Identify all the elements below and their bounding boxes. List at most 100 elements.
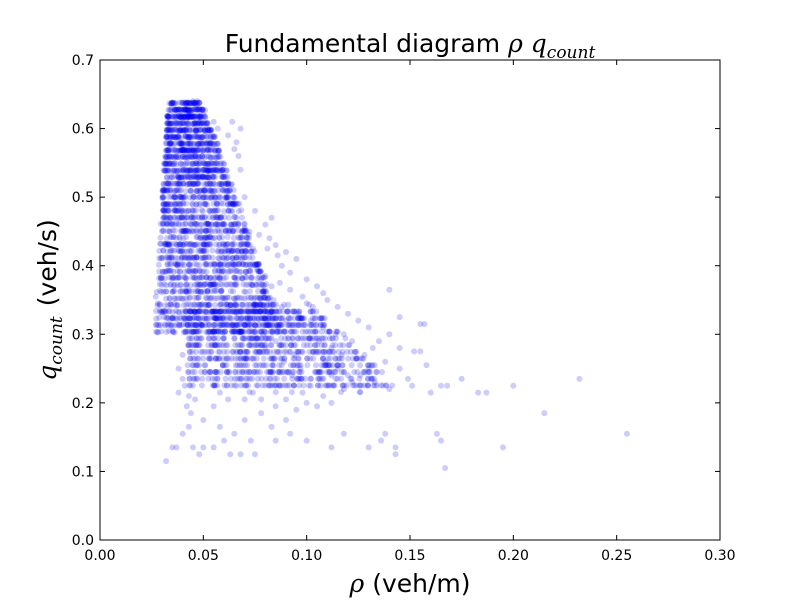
scatter-point bbox=[183, 254, 190, 261]
scatter-point bbox=[284, 335, 291, 342]
scatter-point bbox=[176, 241, 183, 248]
scatter-point bbox=[211, 166, 218, 173]
scatter-point bbox=[319, 355, 326, 362]
scatter-point bbox=[249, 245, 256, 252]
scatter-point bbox=[205, 174, 212, 181]
scatter-point bbox=[198, 107, 205, 114]
scatter-point bbox=[181, 114, 188, 121]
scatter-point bbox=[197, 281, 204, 288]
scatter-point bbox=[239, 260, 246, 267]
scatter-point bbox=[295, 321, 302, 328]
scatter-point bbox=[195, 153, 202, 160]
scatter-point bbox=[213, 200, 220, 207]
scatter-point bbox=[200, 111, 207, 118]
scatter-point bbox=[185, 207, 192, 214]
scatter-point bbox=[185, 423, 192, 430]
scatter-point bbox=[210, 173, 217, 180]
scatter-point bbox=[202, 321, 209, 328]
scatter-point bbox=[273, 315, 280, 322]
scatter-point bbox=[212, 166, 219, 173]
scatter-point bbox=[211, 295, 218, 302]
scatter-point bbox=[246, 228, 253, 235]
scatter-point bbox=[184, 267, 191, 274]
scatter-point bbox=[215, 314, 222, 321]
scatter-point bbox=[211, 154, 218, 161]
scatter-point bbox=[191, 301, 198, 308]
scatter-point bbox=[181, 147, 188, 154]
scatter-point bbox=[194, 288, 201, 295]
scatter-point bbox=[167, 181, 174, 188]
scatter-point bbox=[219, 294, 226, 301]
scatter-point bbox=[207, 369, 214, 375]
scatter-point bbox=[163, 154, 170, 161]
scatter-point bbox=[249, 261, 256, 268]
scatter-point bbox=[224, 348, 231, 355]
scatter-point bbox=[184, 281, 191, 288]
scatter-point bbox=[214, 295, 221, 302]
scatter-point bbox=[176, 106, 183, 113]
scatter-point bbox=[158, 309, 165, 316]
scatter-point bbox=[160, 194, 167, 201]
scatter-point bbox=[156, 287, 163, 294]
scatter-point bbox=[224, 262, 231, 269]
scatter-point bbox=[235, 275, 242, 282]
scatter-point bbox=[177, 174, 184, 181]
scatter-point bbox=[190, 147, 197, 154]
scatter-point bbox=[211, 188, 218, 195]
scatter-point bbox=[217, 315, 224, 322]
scatter-point bbox=[160, 214, 167, 221]
scatter-point bbox=[206, 214, 213, 221]
scatter-point bbox=[218, 268, 225, 275]
scatter-point bbox=[164, 314, 171, 321]
scatter-point bbox=[206, 322, 213, 329]
scatter-point bbox=[193, 201, 200, 208]
scatter-point bbox=[273, 375, 280, 382]
scatter-point bbox=[218, 213, 225, 220]
scatter-point bbox=[229, 240, 236, 247]
scatter-point bbox=[197, 146, 204, 153]
scatter-point bbox=[222, 375, 229, 382]
scatter-point bbox=[217, 248, 224, 255]
scatter-point bbox=[226, 261, 233, 268]
scatter-point bbox=[192, 174, 199, 181]
scatter-point bbox=[222, 180, 229, 187]
scatter-point bbox=[168, 201, 175, 208]
scatter-point bbox=[170, 234, 177, 241]
scatter-point bbox=[242, 348, 249, 355]
scatter-point bbox=[235, 221, 242, 228]
scatter-point bbox=[310, 348, 317, 355]
scatter-point bbox=[223, 362, 230, 369]
scatter-point bbox=[271, 308, 278, 315]
scatter-point bbox=[295, 348, 302, 355]
scatter-point bbox=[245, 281, 252, 288]
scatter-point bbox=[189, 194, 196, 201]
scatter-point bbox=[166, 127, 173, 134]
scatter-point bbox=[203, 309, 210, 316]
scatter-point bbox=[218, 200, 225, 207]
scatter-point bbox=[176, 119, 183, 126]
scatter-point bbox=[237, 308, 244, 315]
scatter-point bbox=[262, 321, 269, 328]
scatter-point bbox=[295, 348, 302, 355]
scatter-point bbox=[231, 301, 238, 308]
scatter-point bbox=[266, 235, 273, 242]
scatter-point bbox=[250, 301, 257, 308]
scatter-point bbox=[235, 248, 242, 255]
scatter-point bbox=[175, 174, 182, 181]
scatter-point bbox=[202, 160, 209, 167]
scatter-point bbox=[159, 194, 166, 201]
scatter-point bbox=[258, 375, 265, 382]
scatter-point bbox=[220, 221, 227, 228]
scatter-point bbox=[193, 133, 200, 140]
scatter-point bbox=[281, 375, 288, 382]
scatter-point bbox=[259, 288, 266, 295]
scatter-point bbox=[194, 308, 201, 315]
scatter-point bbox=[187, 268, 194, 275]
scatter-point bbox=[255, 268, 262, 275]
scatter-point bbox=[276, 382, 283, 389]
scatter-point bbox=[179, 140, 186, 147]
scatter-point bbox=[225, 396, 232, 403]
scatter-point bbox=[289, 369, 296, 375]
scatter-point bbox=[195, 166, 202, 173]
scatter-point bbox=[392, 444, 399, 451]
